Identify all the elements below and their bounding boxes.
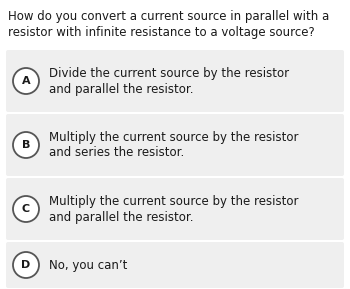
Circle shape xyxy=(13,68,39,94)
Text: Divide the current source by the resistor: Divide the current source by the resisto… xyxy=(49,68,289,81)
FancyBboxPatch shape xyxy=(6,178,344,240)
Circle shape xyxy=(13,252,39,278)
Text: Multiply the current source by the resistor: Multiply the current source by the resis… xyxy=(49,131,299,144)
Text: and parallel the resistor.: and parallel the resistor. xyxy=(49,210,194,223)
Text: and series the resistor.: and series the resistor. xyxy=(49,147,184,160)
FancyBboxPatch shape xyxy=(6,50,344,112)
Circle shape xyxy=(13,132,39,158)
Text: resistor with infinite resistance to a voltage source?: resistor with infinite resistance to a v… xyxy=(8,26,315,39)
Text: B: B xyxy=(22,140,30,150)
Text: C: C xyxy=(22,204,30,214)
Text: and parallel the resistor.: and parallel the resistor. xyxy=(49,82,194,95)
FancyBboxPatch shape xyxy=(6,114,344,176)
Text: No, you can’t: No, you can’t xyxy=(49,258,127,271)
Circle shape xyxy=(13,196,39,222)
Text: A: A xyxy=(22,76,30,86)
Text: Multiply the current source by the resistor: Multiply the current source by the resis… xyxy=(49,195,299,208)
Text: How do you convert a current source in parallel with a: How do you convert a current source in p… xyxy=(8,10,329,23)
FancyBboxPatch shape xyxy=(6,242,344,288)
Text: D: D xyxy=(21,260,31,270)
